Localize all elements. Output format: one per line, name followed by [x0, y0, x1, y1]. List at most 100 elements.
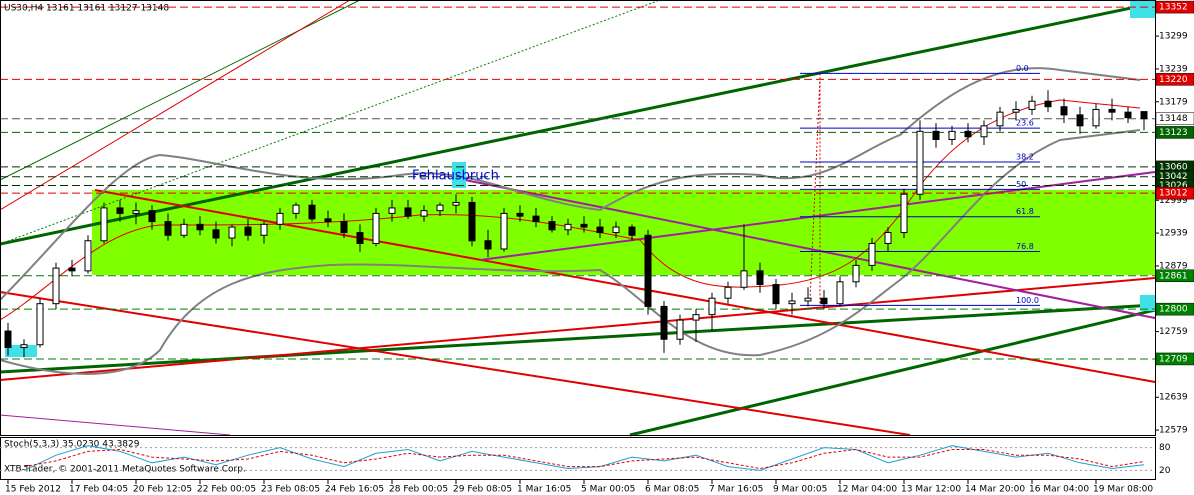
x-tick-label: 14 Mar 20:00 [965, 485, 1025, 495]
candle-body [180, 223, 188, 236]
candle-body [692, 314, 700, 321]
candle-body [52, 267, 60, 305]
level-label: 13012 [1159, 189, 1188, 199]
stoch-tick-label: 20 [1159, 466, 1171, 476]
x-tick-label: 5 Mar 00:05 [581, 485, 635, 495]
candle-body [260, 223, 268, 236]
drawings [0, 0, 1156, 437]
candle-body [644, 234, 652, 307]
candle-body [4, 330, 12, 348]
level-box [1155, 269, 1194, 283]
candle-body [740, 270, 748, 288]
level-box [1155, 73, 1194, 86]
y-tick-label: 12579 [1159, 426, 1188, 436]
candle-body [628, 226, 636, 236]
level-label: 13123 [1159, 128, 1188, 138]
candle-body [852, 264, 860, 283]
candle-body [116, 207, 124, 214]
trend-line [0, 414, 231, 436]
annotation: Fehlausbruch [412, 169, 499, 184]
candle-body [420, 210, 428, 217]
chart-title: US30,H4 13161 13161 13127 13148 [4, 4, 169, 14]
trend-line [809, 77, 821, 301]
candle-body [164, 221, 172, 236]
fib-label: 38.2 [1016, 152, 1034, 161]
level-label: 13148 [1159, 114, 1188, 124]
candle-body [228, 226, 236, 239]
candle-body [500, 212, 508, 250]
candle-body [484, 240, 492, 250]
trend-line [479, 171, 1156, 261]
candle-body [996, 111, 1004, 127]
plot [0, 6, 1155, 360]
candle-body [868, 242, 876, 266]
candle-body [596, 226, 604, 234]
x-tick-label: 7 Mar 16:05 [709, 485, 763, 495]
trend-line [94, 189, 1156, 383]
candle-body [580, 223, 588, 228]
y-tick-label: 12639 [1159, 393, 1188, 403]
level-box [1155, 112, 1194, 125]
level-label: 13220 [1159, 75, 1188, 85]
candle-body [468, 201, 476, 242]
bollinger-lower [0, 129, 1141, 375]
level-label: 12861 [1159, 271, 1188, 281]
x-tick-label: 16 Mar 04:00 [1029, 485, 1089, 495]
candle-body [772, 284, 780, 305]
x-tick-label: 23 Feb 08:05 [261, 485, 320, 495]
trend-line [0, 303, 1156, 374]
candle-body [516, 212, 524, 217]
stoch-tick-label: 80 [1159, 443, 1171, 453]
x-tick-label: 28 Feb 00:05 [389, 485, 448, 495]
x-tick-label: 9 Mar 00:05 [773, 485, 827, 495]
candle-body [68, 267, 76, 272]
candle-body [436, 204, 444, 212]
candle-body [964, 130, 972, 138]
candle-body [836, 281, 844, 305]
candle-body [804, 297, 812, 302]
candle-body [36, 303, 44, 346]
range-zone [92, 190, 1155, 275]
candle-body [1044, 100, 1052, 108]
candle-body [820, 297, 828, 305]
candle-body [84, 240, 92, 272]
stoch-label: Stoch(5,3,3) 35.0230 43.3829 [4, 440, 140, 450]
trend-line [0, 1, 1156, 246]
candle-body [244, 226, 252, 236]
marker [1140, 295, 1155, 311]
marker [1130, 0, 1155, 18]
marker [5, 345, 37, 357]
level-label: 13060 [1159, 162, 1188, 172]
candle-body [756, 270, 764, 286]
level-box [1155, 0, 1194, 14]
candle-body [292, 204, 300, 214]
candle-body [612, 226, 620, 234]
x-tick-label: 29 Feb 08:05 [453, 485, 512, 495]
candle-body [452, 201, 460, 206]
trend-line [629, 308, 1156, 437]
candle-body [532, 215, 540, 223]
fib-label: 23.6 [1016, 119, 1034, 128]
trend-line [0, 0, 351, 211]
candle-body [1108, 108, 1116, 113]
level-label: 13042 [1159, 172, 1188, 182]
candle-body [404, 207, 412, 217]
candle-body [324, 218, 332, 223]
candle-body [548, 221, 556, 231]
candle-body [900, 193, 908, 234]
candle-body [1028, 100, 1036, 110]
candle-body [884, 232, 892, 244]
candle-body [20, 344, 28, 348]
fib-label: 76.8 [1016, 242, 1034, 251]
trend-line [0, 0, 661, 245]
trend-line [0, 291, 911, 436]
stoch-main [23, 445, 1145, 471]
x-tick-label: 17 Feb 04:05 [69, 485, 128, 495]
fib-label: 100.0 [1016, 296, 1039, 305]
y-tick-label: 13239 [1159, 64, 1188, 74]
fib-label: 50 [1016, 180, 1026, 189]
candle-body [676, 319, 684, 340]
fib-label: 0.0 [1016, 64, 1029, 73]
x-tick-label: 1 Mar 16:05 [517, 485, 571, 495]
